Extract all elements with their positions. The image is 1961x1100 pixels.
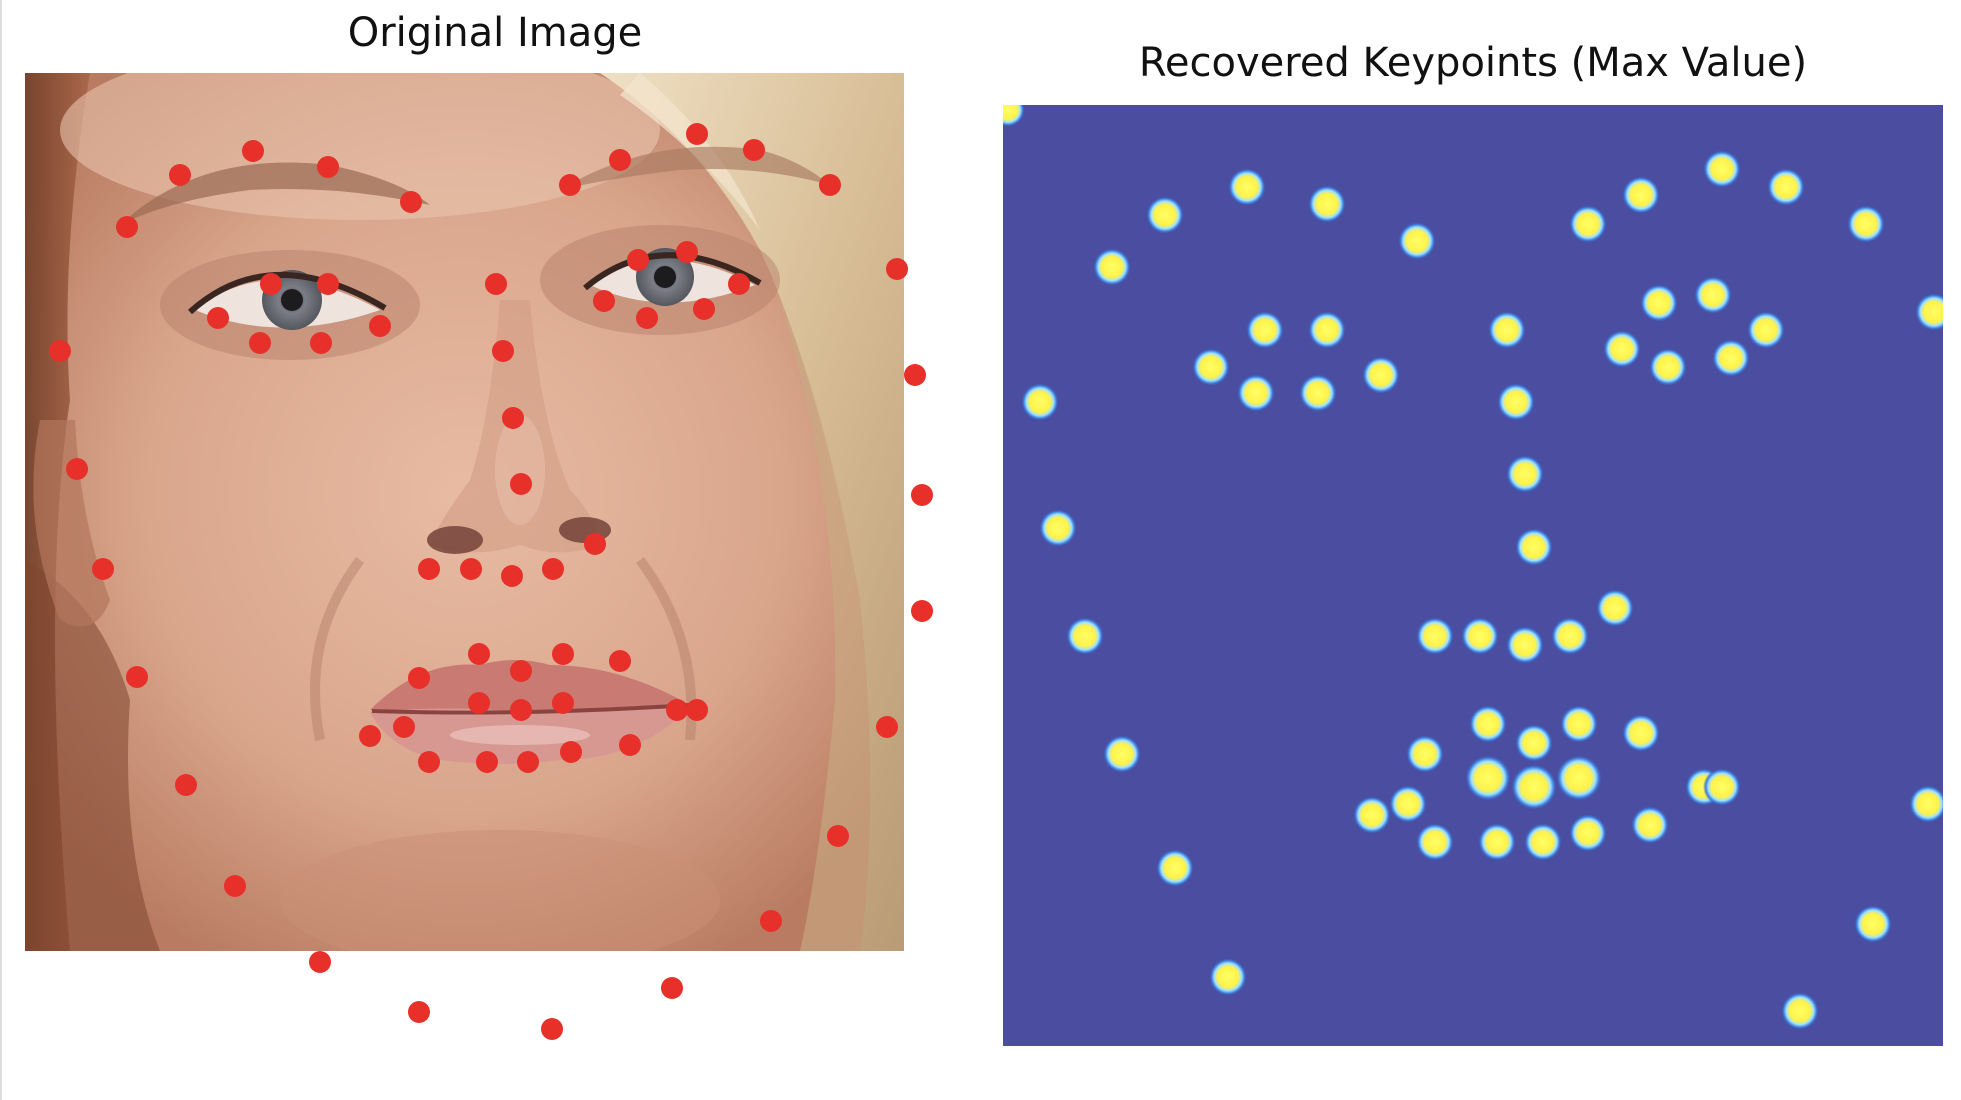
recovered-keypoints-title: Recovered Keypoints (Max Value) — [1138, 40, 1808, 86]
keypoint-heatmap — [1003, 105, 1943, 1046]
face-photo — [25, 73, 904, 951]
original-image-title: Original Image — [347, 10, 643, 56]
figure-left-border — [0, 0, 2, 1100]
face-landmarks — [49, 123, 933, 1040]
